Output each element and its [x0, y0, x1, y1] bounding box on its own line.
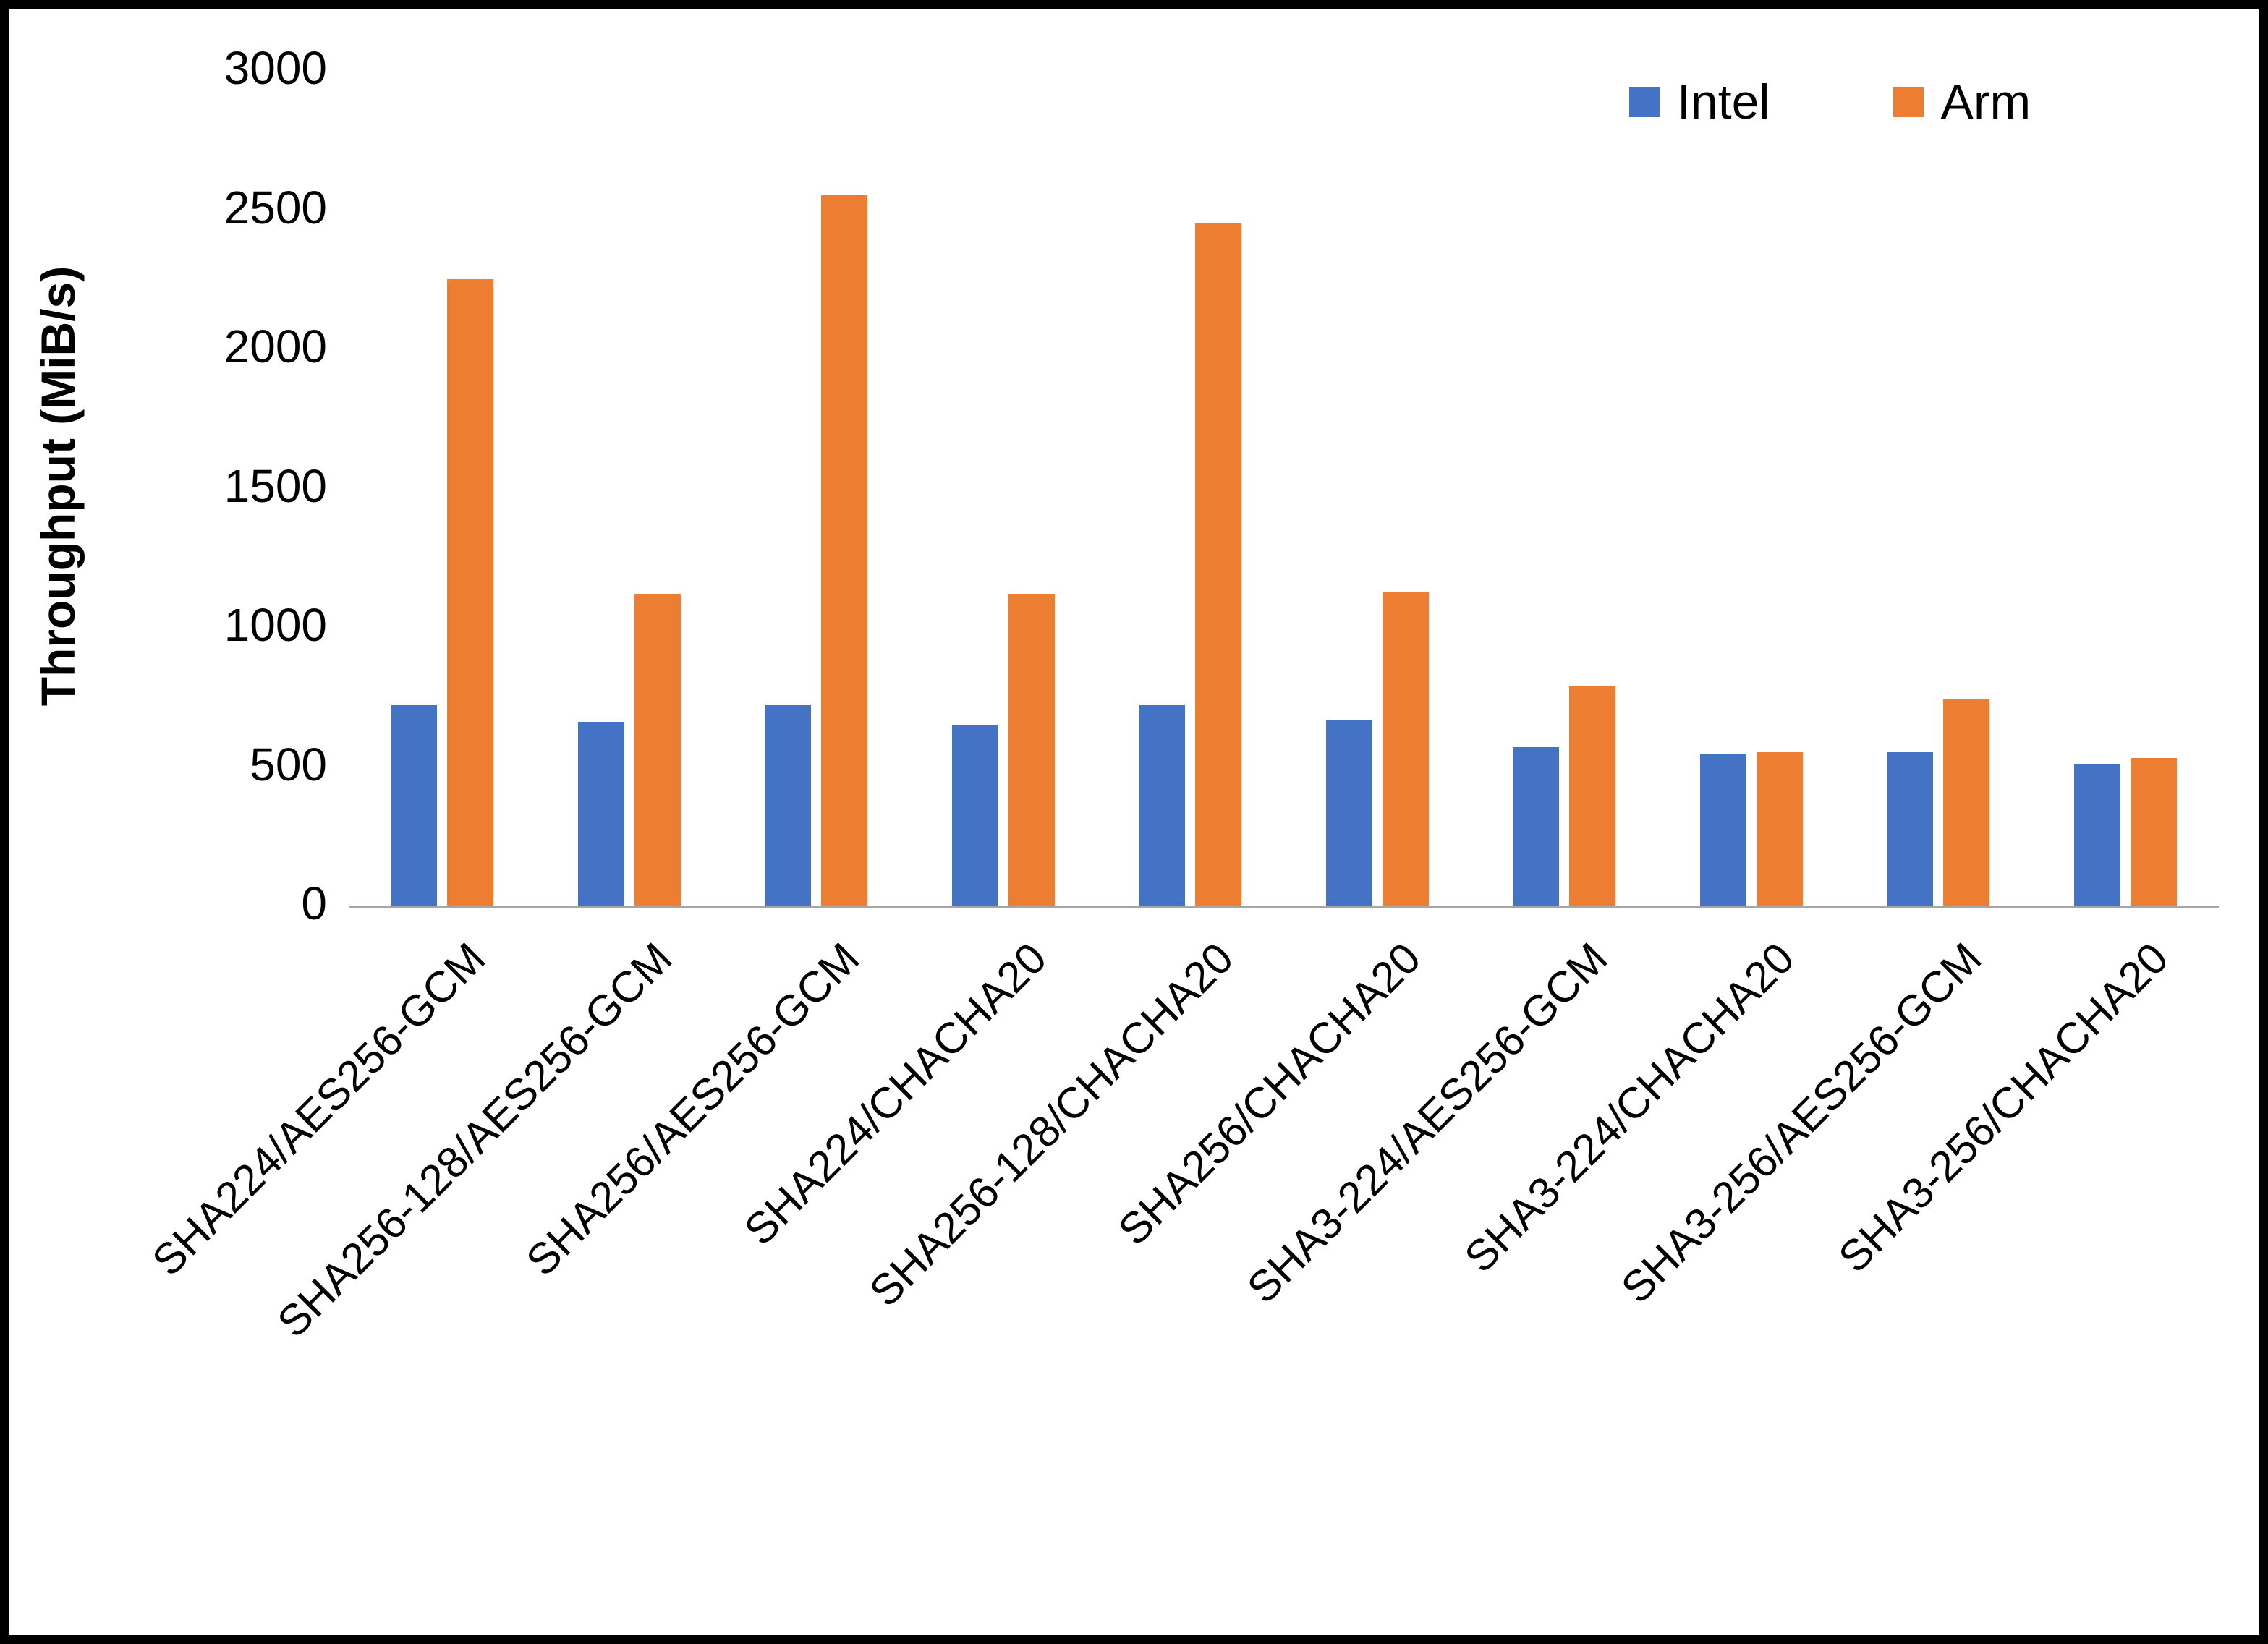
x-category-label: SHA3-224/CHACHA20	[1455, 933, 1804, 1282]
legend-label-intel: Intel	[1677, 74, 1770, 129]
bar-intel-4	[1139, 704, 1186, 906]
bar-intel-2	[765, 704, 812, 906]
x-category-label: SHA256/CHACHA20	[1108, 933, 1430, 1255]
bar-arm-5	[1382, 592, 1429, 906]
x-category-label: SHA256-128/CHACHA20	[859, 933, 1243, 1316]
bar-intel-7	[1699, 754, 1746, 906]
x-category-label: SHA3-256/AES256-GCM	[1611, 933, 1991, 1313]
bar-arm-3	[1008, 593, 1055, 906]
bar-intel-9	[2073, 763, 2120, 906]
legend-label-arm: Arm	[1940, 74, 2031, 129]
bar-intel-1	[577, 721, 624, 906]
y-tick-label: 2000	[224, 320, 327, 372]
x-category-label: SHA256-128/AES256-GCM	[268, 933, 681, 1347]
bar-intel-6	[1513, 746, 1560, 906]
bar-arm-6	[1569, 685, 1616, 906]
x-axis-line	[349, 906, 2219, 908]
bar-arm-1	[634, 593, 681, 906]
x-category-label: SHA3-224/AES256-GCM	[1237, 933, 1617, 1313]
y-axis-title: Throughput (MiB/s)	[31, 265, 85, 707]
bar-arm-2	[821, 195, 868, 906]
x-category-label: SHA256/AES256-GCM	[517, 933, 869, 1285]
bar-arm-0	[447, 278, 494, 906]
legend-swatch-arm	[1893, 87, 1924, 117]
bar-arm-8	[1943, 699, 1990, 906]
legend: Intel Arm	[1629, 74, 2031, 130]
x-category-label: SHA224/AES256-GCM	[143, 933, 495, 1285]
bar-arm-7	[1756, 752, 1803, 906]
bar-intel-8	[1887, 752, 1934, 906]
y-tick-label: 1500	[224, 459, 327, 512]
y-tick-label: 3000	[224, 42, 327, 94]
y-tick-label: 1000	[224, 599, 327, 651]
x-category-label: SHA224/CHACHA20	[734, 933, 1056, 1255]
y-tick-label: 0	[301, 877, 327, 929]
legend-item-intel: Intel	[1629, 74, 1770, 130]
bar-intel-3	[951, 724, 998, 906]
bar-arm-4	[1195, 223, 1242, 906]
legend-item-arm: Arm	[1893, 74, 2031, 130]
bar-intel-5	[1325, 720, 1372, 906]
bar-arm-9	[2130, 757, 2177, 906]
legend-swatch-intel	[1629, 87, 1660, 117]
y-tick-label: 500	[250, 738, 327, 791]
y-tick-label: 2500	[224, 181, 327, 234]
x-category-label: SHA3-256/CHACHA20	[1829, 933, 2178, 1282]
bar-intel-0	[391, 704, 438, 906]
